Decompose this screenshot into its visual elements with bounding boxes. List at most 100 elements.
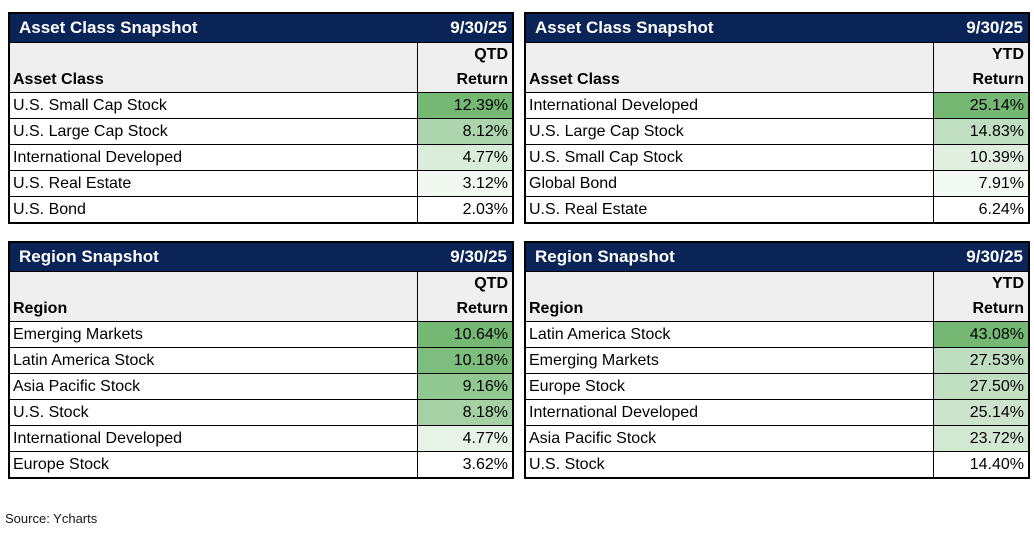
table-column-headers: Asset Class QTD Return [10,42,512,92]
table-row: U.S. Stock 14.40% [526,451,1028,477]
row-label: Emerging Markets [529,351,659,369]
row-label: Asia Pacific Stock [529,429,657,447]
row-value: 3.12% [417,171,512,196]
table-row: International Developed 25.14% [526,92,1028,118]
table-row: International Developed 4.77% [10,425,512,451]
table-row: Emerging Markets 10.64% [10,321,512,347]
table-row: U.S. Bond 2.03% [10,196,512,222]
table-row: U.S. Stock 8.18% [10,399,512,425]
row-label: Europe Stock [529,377,626,395]
table-row: Global Bond 7.91% [526,170,1028,196]
row-label: U.S. Bond [13,200,86,218]
row-value: 3.62% [417,452,512,477]
table-region-qtd: Region Snapshot 9/30/25 Region QTD Retur… [8,241,514,479]
value-header-return: Return [972,71,1024,88]
row-value: 14.40% [933,452,1028,477]
table-title-bar: Region Snapshot 9/30/25 [526,243,1028,271]
row-label: U.S. Small Cap Stock [529,148,683,166]
row-value: 2.03% [417,197,512,222]
value-header-return: Return [972,300,1024,317]
row-value: 8.12% [417,119,512,144]
row-label: Asia Pacific Stock [13,377,141,395]
row-label: U.S. Real Estate [13,174,132,192]
row-label: U.S. Large Cap Stock [529,122,684,140]
table-row: U.S. Large Cap Stock 14.83% [526,118,1028,144]
table-row: U.S. Large Cap Stock 8.12% [10,118,512,144]
tables-grid: Asset Class Snapshot 9/30/25 Asset Class… [8,12,1030,479]
value-header-period: QTD [474,275,508,292]
table-date: 9/30/25 [966,18,1023,37]
table-row: Latin America Stock 10.18% [10,347,512,373]
row-value: 14.83% [933,119,1028,144]
table-row: U.S. Real Estate 3.12% [10,170,512,196]
row-label: International Developed [529,96,699,114]
table-title: Asset Class Snapshot [19,18,198,37]
row-value: 23.72% [933,426,1028,451]
row-value: 10.39% [933,145,1028,170]
source-note: Source: Ycharts [5,511,98,526]
value-header-period: QTD [474,46,508,63]
row-value: 4.77% [417,145,512,170]
row-label: International Developed [13,148,183,166]
row-value: 7.91% [933,171,1028,196]
table-row: International Developed 25.14% [526,399,1028,425]
value-header-period: YTD [992,46,1024,63]
table-date: 9/30/25 [450,18,507,37]
table-row: Asia Pacific Stock 23.72% [526,425,1028,451]
row-value: 10.64% [417,322,512,347]
row-value: 8.18% [417,400,512,425]
value-header-period: YTD [992,275,1024,292]
table-column-headers: Asset Class YTD Return [526,42,1028,92]
table-asset-class-ytd: Asset Class Snapshot 9/30/25 Asset Class… [524,12,1030,224]
table-row: Latin America Stock 43.08% [526,321,1028,347]
row-value: 25.14% [933,93,1028,118]
table-rows: Latin America Stock 43.08% Emerging Market… [526,321,1028,477]
table-row: Europe Stock 3.62% [10,451,512,477]
row-label: Europe Stock [13,455,110,473]
row-label: International Developed [13,429,183,447]
table-rows: Emerging Markets 10.64% Latin America Stoc… [10,321,512,477]
row-value: 9.16% [417,374,512,399]
row-value: 6.24% [933,197,1028,222]
row-value: 12.39% [417,93,512,118]
table-row: U.S. Real Estate 6.24% [526,196,1028,222]
table-rows: U.S. Small Cap Stock 12.39% U.S. Large Cap… [10,92,512,222]
row-label: U.S. Large Cap Stock [13,122,168,140]
row-label: Emerging Markets [13,325,143,343]
value-header-return: Return [456,300,508,317]
table-title-bar: Region Snapshot 9/30/25 [10,243,512,271]
row-value: 4.77% [417,426,512,451]
label-column-header: Asset Class [13,71,104,88]
table-title: Asset Class Snapshot [535,18,714,37]
table-asset-class-qtd: Asset Class Snapshot 9/30/25 Asset Class… [8,12,514,224]
table-region-ytd: Region Snapshot 9/30/25 Region YTD Retur… [524,241,1030,479]
table-row: U.S. Small Cap Stock 10.39% [526,144,1028,170]
row-value: 27.50% [933,374,1028,399]
label-column-header: Region [529,300,584,317]
row-label: U.S. Stock [529,455,605,473]
table-row: U.S. Small Cap Stock 12.39% [10,92,512,118]
row-value: 27.53% [933,348,1028,373]
table-column-headers: Region YTD Return [526,271,1028,321]
table-column-headers: Region QTD Return [10,271,512,321]
table-row: International Developed 4.77% [10,144,512,170]
label-column-header: Region [13,300,68,317]
table-date: 9/30/25 [450,247,507,266]
value-column-header: YTD Return [933,272,1028,321]
row-label: U.S. Small Cap Stock [13,96,167,114]
row-label: Latin America Stock [529,325,671,343]
table-row: Emerging Markets 27.53% [526,347,1028,373]
row-value: 10.18% [417,348,512,373]
value-column-header: YTD Return [933,43,1028,92]
table-title-bar: Asset Class Snapshot 9/30/25 [10,14,512,42]
row-label: Global Bond [529,174,618,192]
row-label: U.S. Real Estate [529,200,648,218]
value-column-header: QTD Return [417,43,512,92]
table-date: 9/30/25 [966,247,1023,266]
table-title: Region Snapshot [19,247,159,266]
table-title-bar: Asset Class Snapshot 9/30/25 [526,14,1028,42]
table-rows: International Developed 25.14% U.S. Large … [526,92,1028,222]
row-label: International Developed [529,403,699,421]
table-row: Asia Pacific Stock 9.16% [10,373,512,399]
row-label: U.S. Stock [13,403,89,421]
